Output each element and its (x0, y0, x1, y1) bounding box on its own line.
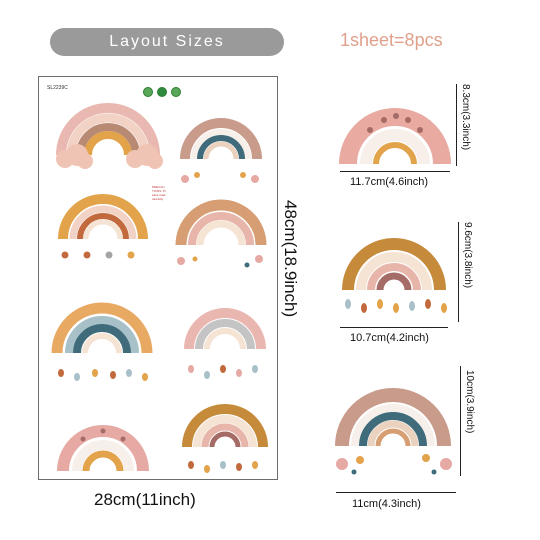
sticker-rainbow-brown-drops (182, 404, 268, 473)
sku-label: SL2239C (47, 85, 68, 91)
sample-3-height-line (460, 366, 461, 476)
sample-3-width-label: 11cm(4.3inch) (352, 498, 421, 510)
sticker-rainbow-teal-drops (51, 302, 153, 381)
pvc-icon (171, 87, 181, 97)
sticker-rainbow-dots-stars (180, 118, 262, 183)
leaf-icon (157, 87, 167, 97)
sample-3-width-line (336, 492, 456, 493)
certification-badges (143, 87, 181, 97)
sample-2-height-line (458, 222, 459, 322)
sticker-rainbow-hearts (58, 194, 148, 259)
precautions-note: PRECAUTIONS: Please read carefully (152, 185, 166, 201)
sample-1-height-line (456, 84, 457, 166)
sample-2-height-label: 9.6cm(3.8inch) (462, 222, 473, 289)
eco-icon (143, 87, 153, 97)
sample-1-width-line (340, 171, 450, 172)
sample-2-width-line (340, 327, 448, 328)
sticker-rainbow-pink-hearts (57, 425, 149, 472)
sheet-count-label: 1sheet=8pcs (340, 30, 443, 50)
sample-1-height-label: 8.3cm(3.3inch) (460, 84, 471, 151)
sticker-rainbow-grey-drops (184, 308, 266, 379)
sample-rainbow-1 (339, 108, 451, 165)
sample-rainbow-2 (342, 238, 447, 313)
sheet-width-label: 28cm(11inch) (94, 490, 196, 509)
sticker-rainbow-peach-stars (175, 199, 267, 268)
sample-3-height-label: 10cm(3.9inch) (464, 370, 475, 434)
sticker-rainbow-clouds (56, 103, 163, 169)
sample-1-width-label: 11.7cm(4.6inch) (350, 176, 429, 188)
sample-2-width-label: 10.7cm(4.2inch) (350, 332, 429, 344)
sticker-sheet: SL2239C PRECAUTIONS: Please read careful… (38, 76, 278, 480)
layout-sizes-label: Layout Sizes (50, 28, 284, 56)
sample-rainbow-3 (335, 388, 452, 475)
sheet-height-label: 48cm(18.9inch) (281, 200, 300, 318)
